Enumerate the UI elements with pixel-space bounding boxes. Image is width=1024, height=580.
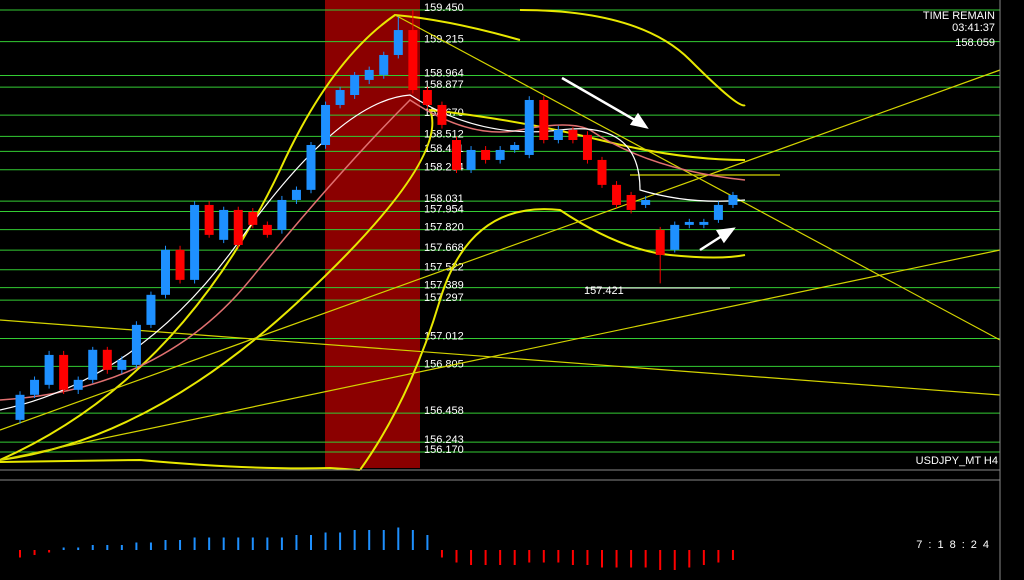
level-label: 157.668: [424, 242, 464, 254]
candle-body: [539, 99, 549, 141]
level-label: 159.215: [424, 34, 464, 46]
candle-body: [30, 379, 40, 395]
candle-body: [102, 349, 112, 370]
candle-body: [379, 54, 389, 75]
arrow: [561, 76, 641, 125]
arrows: [561, 76, 736, 252]
candle-body: [510, 144, 520, 150]
candle-body: [393, 30, 403, 55]
candle-body: [626, 194, 636, 210]
candle-body: [641, 199, 651, 205]
arrow-head: [629, 112, 649, 129]
level-label: 159.450: [424, 2, 464, 14]
band-lower-2: [359, 208, 746, 471]
info: 03:41:37: [952, 22, 995, 34]
candle-body: [481, 149, 491, 160]
candle-body: [452, 140, 461, 170]
candle-body: [15, 394, 25, 420]
candle-body: [146, 294, 156, 325]
level-label: 157.522: [424, 262, 464, 274]
candle-body: [466, 149, 476, 170]
ma-white: [0, 94, 746, 411]
candle-body: [655, 229, 665, 255]
candle-body: [495, 149, 505, 160]
level-label: 156.170: [424, 444, 464, 456]
candle-body: [175, 249, 185, 280]
candle-body: [131, 324, 141, 365]
candle-body: [219, 209, 229, 240]
band-upper: [0, 108, 746, 461]
candle-body: [262, 224, 272, 235]
candle-body: [670, 224, 680, 250]
trendline: [394, 14, 1001, 341]
level-label: 157.012: [424, 330, 464, 342]
candle-body: [248, 211, 258, 225]
candle-body: [364, 69, 374, 80]
candle-body: [728, 194, 738, 205]
oscillator: [19, 527, 734, 570]
candle-body: [553, 129, 563, 141]
indicator-lines: [0, 9, 1001, 471]
candle-body: [524, 99, 534, 155]
level-label: 158.964: [424, 67, 464, 79]
candle-body: [437, 104, 447, 125]
level-label: 157.954: [424, 203, 464, 215]
low-label: 157.421: [584, 285, 624, 297]
ma-red: [0, 99, 746, 401]
info: 158.059: [955, 37, 995, 49]
candle-body: [44, 354, 54, 385]
trendline: [0, 319, 1001, 396]
trendline: [0, 249, 1001, 461]
candle-body: [88, 349, 98, 380]
level-label: 157.297: [424, 292, 464, 304]
level-label: 158.031: [424, 193, 464, 205]
candle-body: [350, 74, 360, 95]
level-label: 156.805: [424, 358, 464, 370]
candle-body: [335, 90, 345, 105]
level-label: 158.877: [424, 79, 464, 91]
candle-body: [422, 90, 432, 105]
level-label: 156.458: [424, 405, 464, 417]
chart-title: USDJPY_MT H4: [916, 455, 998, 467]
candle-body: [277, 199, 287, 230]
level-label: 157.820: [424, 222, 464, 234]
candle-body: [582, 134, 592, 160]
band-top: [0, 13, 521, 461]
timer: 7:18:24: [916, 539, 995, 551]
candle-body: [568, 129, 578, 141]
info: TIME REMAIN: [923, 10, 995, 22]
candle-body: [612, 184, 622, 205]
candle-body: [59, 354, 69, 390]
candles: [15, 9, 738, 424]
candle-body: [684, 221, 694, 225]
candle-body: [117, 359, 127, 370]
candle-body: [597, 159, 607, 185]
candle-body: [190, 204, 200, 280]
candle-body: [713, 204, 723, 220]
candle-body: [699, 221, 709, 225]
level-label: 156.243: [424, 434, 464, 446]
candle-body: [321, 104, 331, 145]
candle-body: [161, 249, 170, 295]
arrow-head: [715, 227, 736, 244]
candle-body: [306, 144, 316, 190]
candle-body: [291, 189, 301, 200]
trendline: [0, 69, 1001, 431]
candle-body: [408, 30, 418, 91]
candle-body: [233, 209, 243, 245]
level-label: 158.512: [424, 128, 464, 140]
band-lower: [0, 458, 361, 471]
candle-body: [204, 204, 214, 235]
candle-body: [73, 379, 83, 390]
band-top-2: [519, 9, 746, 107]
